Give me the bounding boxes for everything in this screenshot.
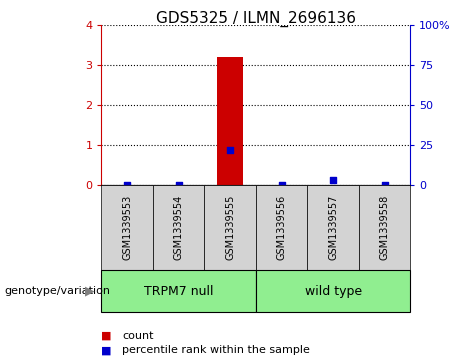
Point (124, 182, 131, 188)
Text: GDS5325 / ILMN_2696136: GDS5325 / ILMN_2696136 (156, 11, 356, 27)
Bar (256, 270, 410, 312)
Point (226, 147, 234, 153)
Text: GSM1339558: GSM1339558 (379, 195, 390, 260)
Text: TRPM7 null: TRPM7 null (144, 285, 213, 298)
Text: percentile rank within the sample: percentile rank within the sample (122, 345, 310, 355)
Text: ■: ■ (101, 331, 112, 341)
Text: ▶: ▶ (85, 285, 95, 298)
Bar (153, 185, 204, 270)
Text: GSM1339555: GSM1339555 (225, 195, 235, 261)
Bar (101, 270, 256, 312)
Bar (256, 185, 307, 270)
Text: wild type: wild type (305, 285, 361, 298)
Point (329, 178, 337, 183)
Bar (359, 185, 410, 270)
Bar (307, 185, 359, 270)
Text: GSM1339556: GSM1339556 (277, 195, 287, 260)
Bar (101, 185, 153, 270)
Text: genotype/variation: genotype/variation (5, 286, 111, 296)
Point (175, 182, 183, 188)
Bar (217, 57, 243, 185)
Text: count: count (122, 331, 154, 341)
Text: ■: ■ (101, 345, 112, 355)
Point (381, 182, 388, 188)
Text: GSM1339554: GSM1339554 (174, 195, 183, 260)
Text: GSM1339557: GSM1339557 (328, 195, 338, 261)
Bar (204, 185, 256, 270)
Text: GSM1339553: GSM1339553 (122, 195, 132, 260)
Point (278, 182, 285, 188)
